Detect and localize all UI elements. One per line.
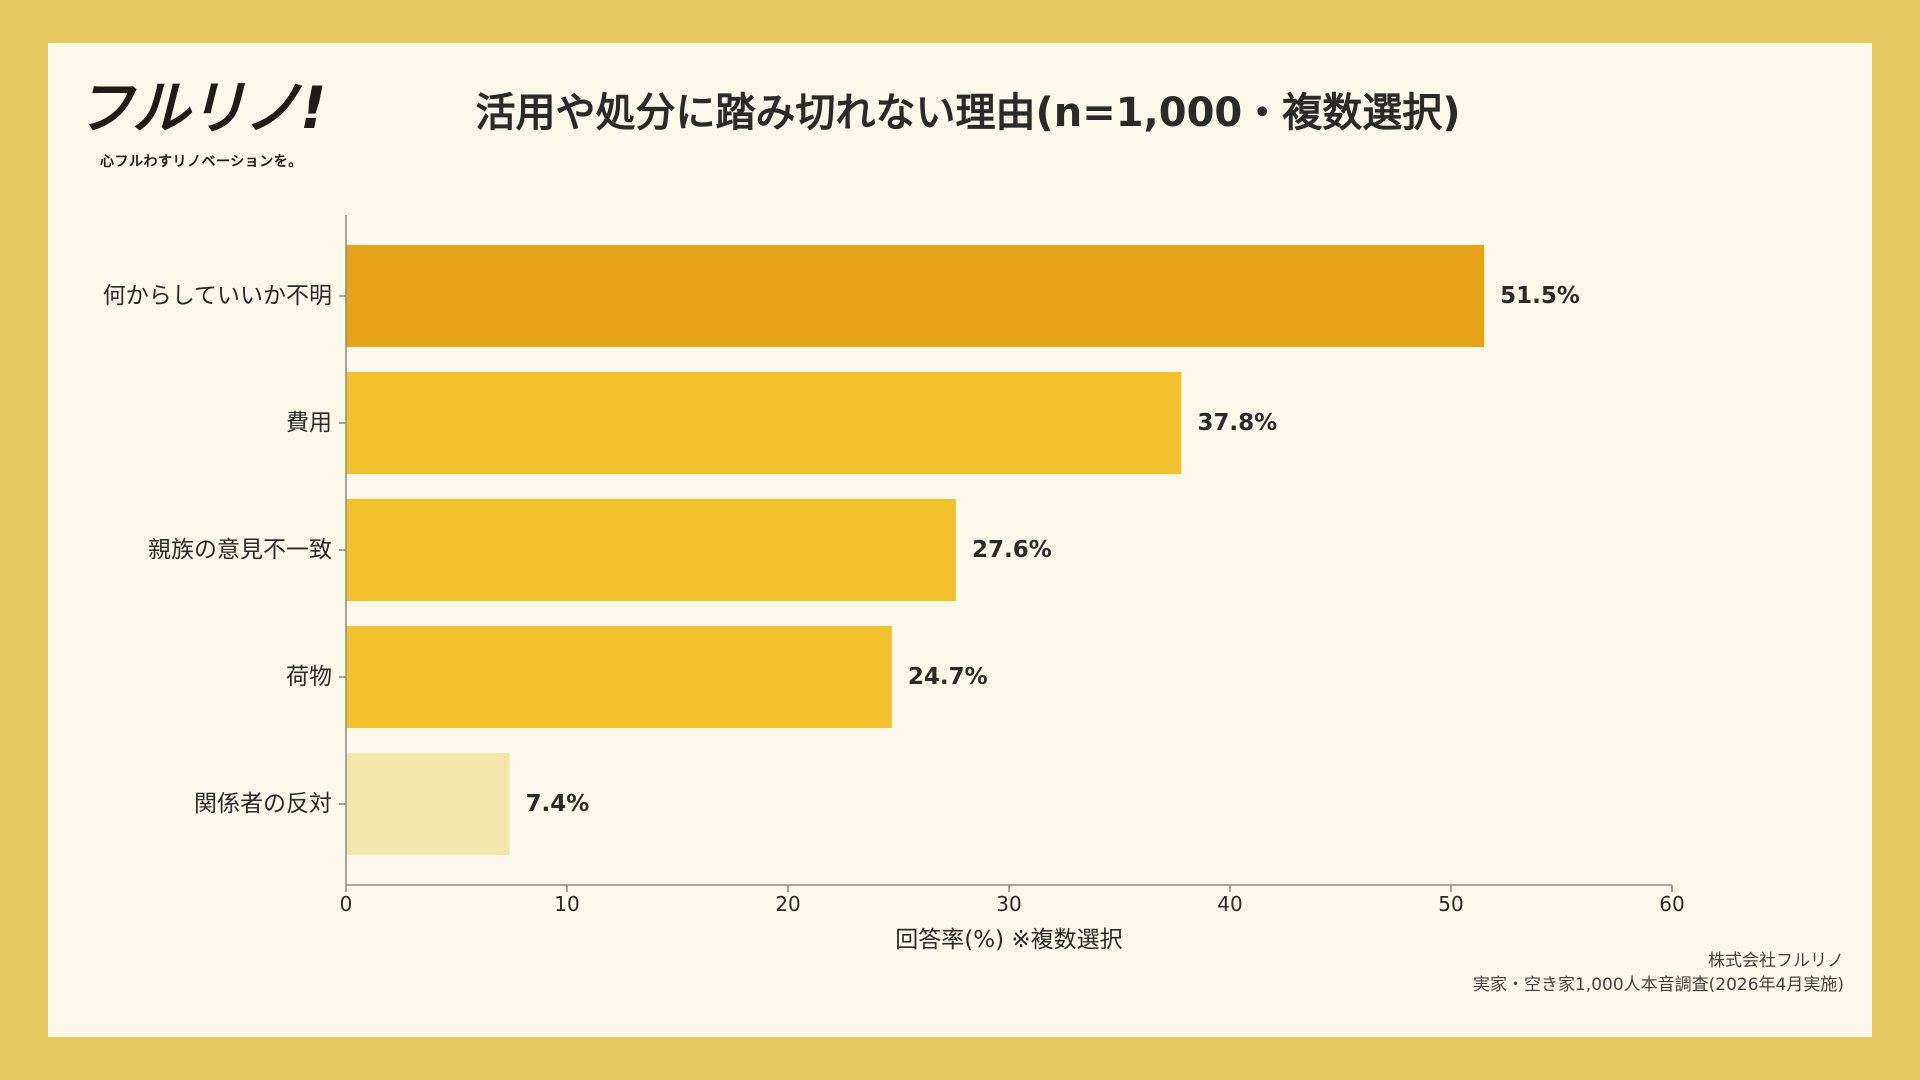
bar-2 <box>346 372 1182 474</box>
bar-1 <box>346 245 1485 347</box>
category-label-1: 何からしていいか不明 <box>103 283 332 309</box>
source-note: 株式会社フルリノ 実家・空き家1,000人本音調査(2026年4月実施) <box>1473 949 1844 997</box>
x-tick-label-2: 20 <box>775 892 800 916</box>
logo-tagline: 心フルわすリノベーションを。 <box>100 154 303 170</box>
category-label-2: 費用 <box>286 410 332 436</box>
bar-4 <box>346 626 892 728</box>
category-label-3: 親族の意見不一致 <box>148 537 332 563</box>
x-tick-label-4: 40 <box>1217 892 1242 916</box>
value-label-2: 37.8% <box>1197 410 1277 436</box>
brand-logo: フルリノ! 心フルわすリノベーションを。 <box>76 73 336 183</box>
value-label-3: 27.6% <box>972 537 1052 563</box>
bar-chart: 何からしていいか不明 51.5% 費用 37.8% 親族の意見不一致 27.6% 荷物 24.… <box>103 215 1685 953</box>
x-tick-label-6: 60 <box>1659 892 1684 916</box>
category-label-5: 関係者の反対 <box>194 791 332 817</box>
value-label-5: 7.4% <box>526 791 590 817</box>
chart-card: フルリノ! 心フルわすリノベーションを。 活用や処分に踏み切れない理由(n=1,… <box>48 43 1872 1037</box>
value-label-4: 24.7% <box>908 664 988 690</box>
x-tick-label-0: 0 <box>340 892 353 916</box>
chart-title: 活用や処分に踏み切れない理由(n=1,000・複数選択) <box>475 90 1461 136</box>
category-label-4: 荷物 <box>286 664 332 690</box>
source-survey: 実家・空き家1,000人本音調査(2026年4月実施) <box>1472 975 1844 995</box>
x-axis-label: 回答率(%) ※複数選択 <box>895 927 1122 953</box>
logo-wordmark: フルリノ! <box>76 74 326 142</box>
bar-3 <box>346 499 956 601</box>
value-label-1: 51.5% <box>1500 283 1580 309</box>
x-tick-label-5: 50 <box>1438 892 1463 916</box>
bar-5 <box>346 753 510 855</box>
x-tick-label-1: 10 <box>554 892 579 916</box>
source-company: 株式会社フルリノ <box>1708 951 1844 971</box>
x-tick-label-3: 30 <box>996 892 1021 916</box>
